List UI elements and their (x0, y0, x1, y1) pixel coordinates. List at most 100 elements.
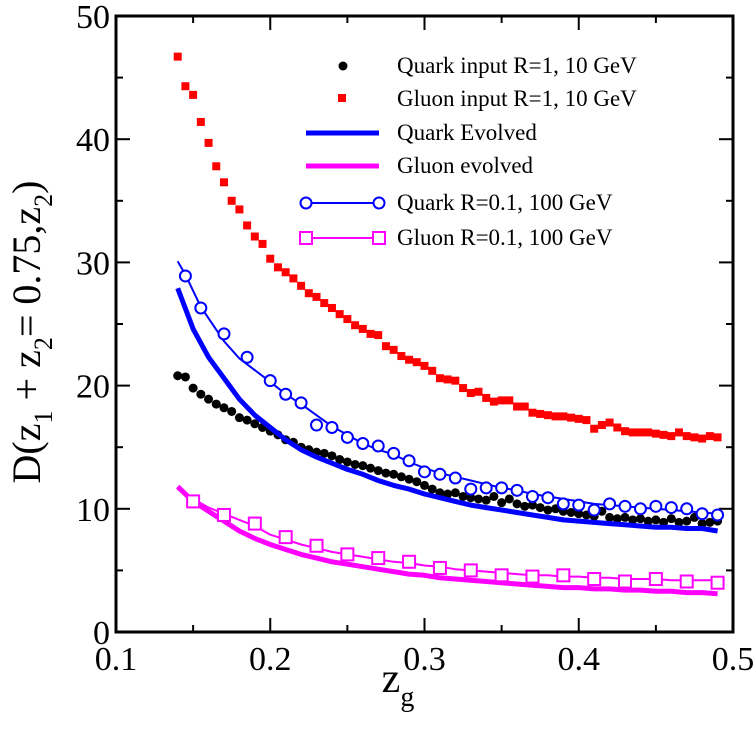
quark-input-point (697, 519, 707, 529)
legend-marker-quark-input (338, 61, 348, 71)
quark-input-point (389, 469, 399, 479)
quark-input-point (473, 494, 483, 504)
legend: Quark input R=1, 10 GeV Gluon input R=1,… (299, 53, 637, 250)
gluon-input-point (250, 232, 259, 241)
gluon-r01-point (402, 554, 417, 569)
quark-input-point (512, 499, 522, 509)
quark-input-point (227, 406, 237, 416)
quark-r01-point (240, 350, 254, 364)
gluon-input-point (343, 315, 352, 324)
quark-input-point (504, 494, 514, 504)
gluon-input-point (459, 384, 468, 393)
quark-input-point (196, 389, 206, 399)
quark-input-point (458, 491, 468, 501)
quark-input-point (628, 515, 638, 525)
x-axis-label: zg (382, 656, 415, 713)
quark-input-point (358, 461, 368, 471)
quark-input-point (527, 500, 537, 510)
gluon-input-point (582, 416, 591, 425)
quark-input-point (219, 403, 229, 413)
gluon-input-point (235, 205, 244, 214)
gluon-input-point (189, 90, 198, 99)
series-5 (177, 488, 725, 590)
gluon-input-point (705, 432, 714, 441)
quark-input-point (520, 501, 530, 511)
quark-r01-point (294, 396, 308, 410)
gluon-input-point (389, 345, 398, 354)
gluon-r01-point (463, 563, 478, 578)
y-tick-label: 10 (76, 492, 110, 529)
quark-r01-line (176, 260, 718, 515)
gluon-input-point (497, 396, 506, 405)
legend-item-quark-r01: Quark R=0.1, 100 GeV (299, 190, 613, 215)
quark-r01-point (217, 327, 231, 341)
quark-input-point (234, 413, 244, 423)
quark-r01-point (541, 491, 555, 505)
quark-input-point (612, 514, 622, 524)
gluon-r01-point (710, 575, 725, 590)
gluon-input-point (289, 274, 298, 283)
gluon-r01-point (648, 572, 663, 587)
quark-r01-point (279, 387, 293, 401)
gluon-input-point (621, 427, 630, 436)
gluon-input-point (474, 387, 483, 396)
quark-input-point (180, 372, 190, 382)
gluon-input-point (713, 433, 722, 442)
quark-input-point (450, 488, 460, 498)
x-tick-label: 0.4 (558, 641, 601, 678)
gluon-input-point (351, 321, 360, 330)
quark-input-point (242, 415, 252, 425)
y-tick-label: 0 (93, 615, 110, 652)
legend-marker-quark-r01-b (372, 196, 386, 210)
gluon-r01-point (679, 574, 694, 589)
quark-r01-point (418, 465, 431, 479)
gluon-evolved-line (175, 484, 718, 597)
quark-input-point (666, 514, 676, 524)
legend-item-gluon-r01: Gluon R=0.1, 100 GeV (299, 225, 613, 250)
quark-input-point (651, 515, 661, 525)
gluon-input-point (435, 374, 444, 383)
gluon-input-point (482, 393, 491, 402)
gluon-input-point (304, 289, 313, 298)
gluon-input-point (273, 263, 282, 272)
gluon-input-point (543, 411, 552, 420)
y-tick-label: 20 (76, 369, 110, 406)
y-tick-label: 30 (76, 245, 110, 282)
gluon-input-point (466, 388, 475, 397)
quark-r01-point (556, 497, 570, 511)
legend-marker-quark-r01-a (299, 196, 313, 210)
gluon-input-point (559, 412, 568, 421)
y-tick-label: 40 (76, 122, 110, 159)
quark-input-point (373, 466, 383, 476)
gluon-input-point (320, 299, 329, 308)
quark-input-point (674, 517, 684, 527)
gluon-input-point (520, 402, 529, 411)
quark-input-point (211, 399, 221, 409)
gluon-input-point (204, 138, 213, 147)
gluon-input-point (196, 117, 205, 126)
plot-area (173, 52, 725, 597)
legend-item-gluon-input: Gluon input R=1, 10 GeV (338, 86, 637, 111)
gluon-input-point (412, 358, 421, 367)
gluon-input-point (675, 428, 684, 437)
quark-r01-point (664, 501, 678, 515)
quark-evolved-line (175, 287, 718, 534)
quark-input-point (566, 507, 576, 517)
y-axis-label: D(z1 + z2= 0.75,z2) (4, 181, 58, 484)
quark-r01-point (263, 374, 277, 388)
quark-r01-point (633, 502, 647, 516)
gluon-input-point (536, 409, 545, 418)
quark-r01-point (310, 418, 324, 432)
series-0 (173, 371, 723, 529)
legend-marker-gluon-input (338, 94, 346, 102)
gluon-input-point (266, 254, 275, 263)
gluon-input-point (528, 408, 537, 417)
gluon-input-point (605, 418, 614, 427)
gluon-input-point (181, 82, 190, 91)
quark-r01-point (649, 499, 663, 513)
quark-input-point (335, 455, 345, 465)
quark-r01-point (618, 499, 632, 513)
gluon-r01-point (247, 516, 262, 531)
quark-input-point (366, 463, 376, 473)
gluon-input-point (443, 375, 452, 384)
